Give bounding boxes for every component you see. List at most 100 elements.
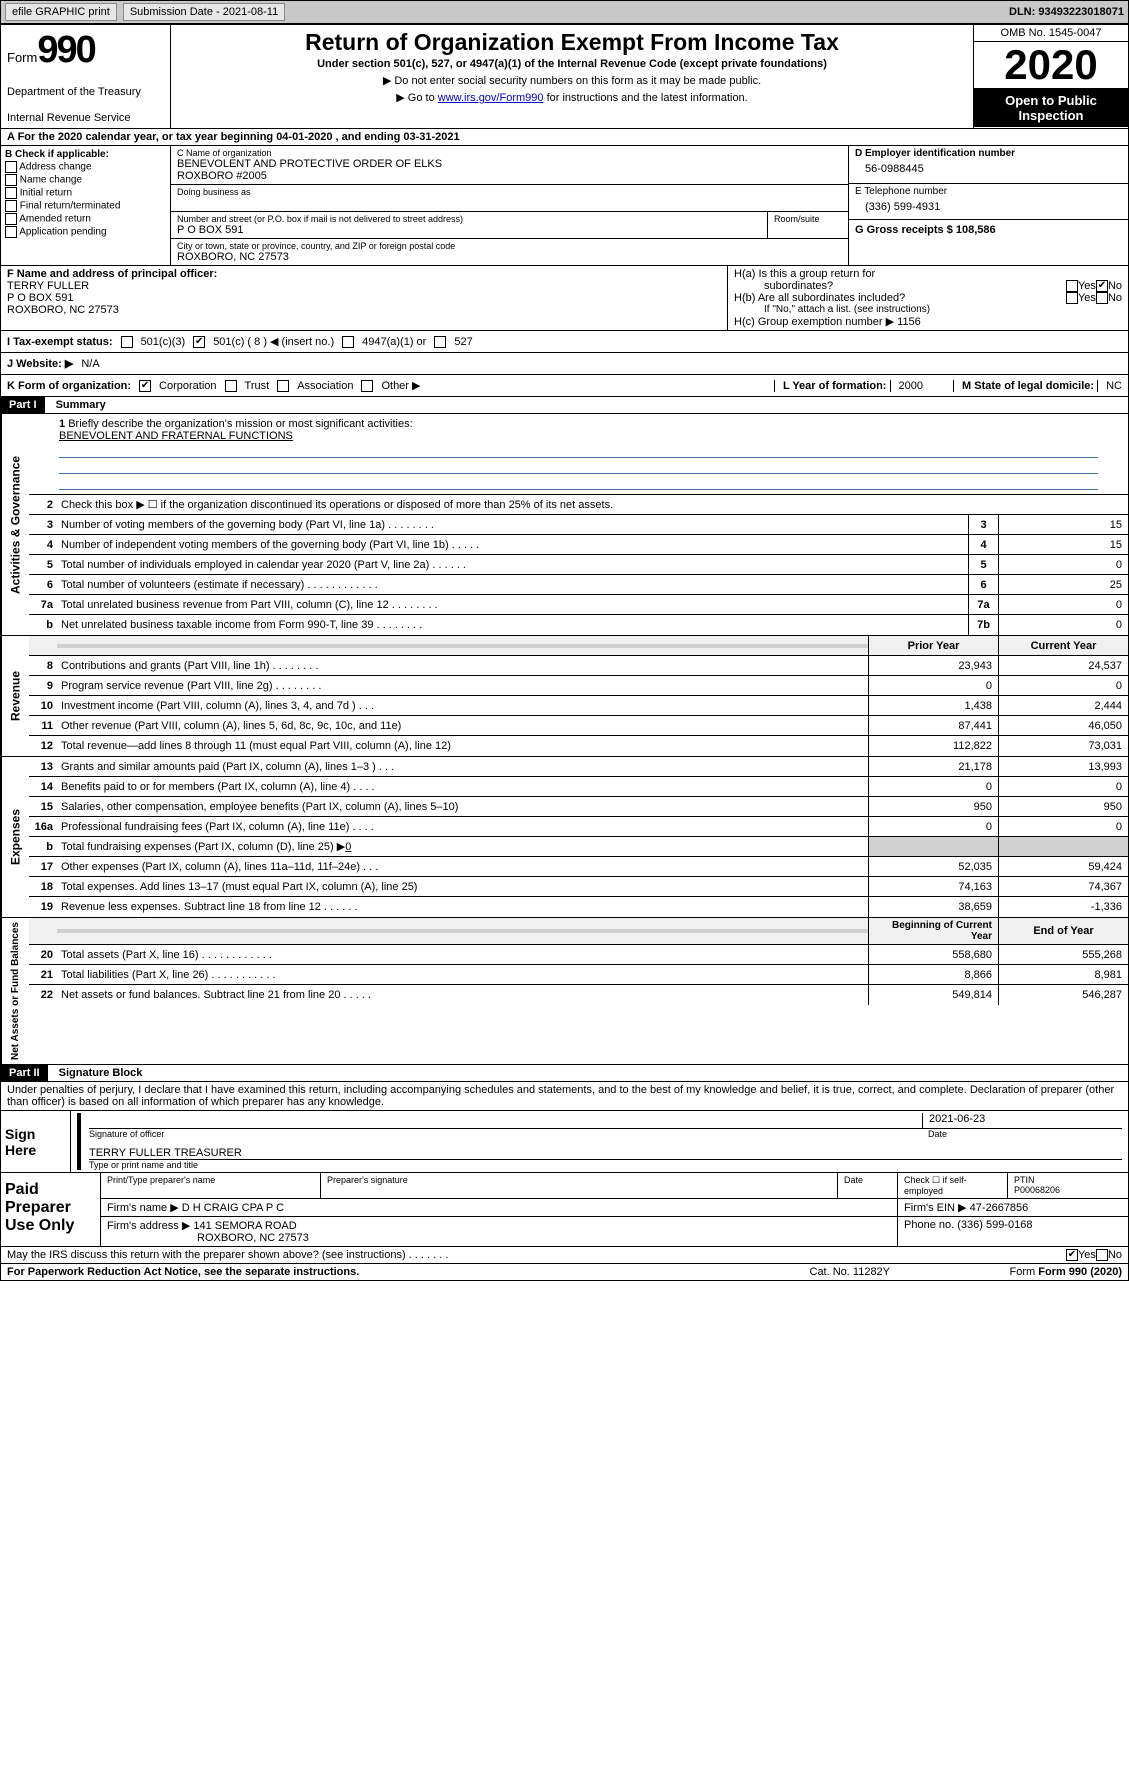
cb-final[interactable] <box>5 200 17 212</box>
tax-exempt-row: I Tax-exempt status: 501(c)(3) 501(c) ( … <box>1 331 1128 353</box>
c14: 0 <box>998 777 1128 796</box>
efile-btn[interactable]: efile GRAPHIC print <box>5 3 117 21</box>
cb-501c[interactable] <box>193 336 205 348</box>
c18: 74,367 <box>998 877 1128 896</box>
p13: 21,178 <box>868 757 998 776</box>
cb-other[interactable] <box>361 380 373 392</box>
cb-discuss-no[interactable] <box>1096 1249 1108 1261</box>
v4: 15 <box>998 535 1128 554</box>
cb-address[interactable] <box>5 161 17 173</box>
p9: 0 <box>868 676 998 695</box>
c8: 24,537 <box>998 656 1128 675</box>
c9: 0 <box>998 676 1128 695</box>
cb-527[interactable] <box>434 336 446 348</box>
p17: 52,035 <box>868 857 998 876</box>
p20: 558,680 <box>868 945 998 964</box>
year-formation: 2000 <box>890 380 923 392</box>
v3: 15 <box>998 515 1128 534</box>
part-i-header: Part I Summary <box>1 397 1128 414</box>
c11: 46,050 <box>998 716 1128 735</box>
paid-preparer-label: Paid Preparer Use Only <box>1 1173 101 1246</box>
form-title: Return of Organization Exempt From Incom… <box>179 29 965 56</box>
firm-addr2: ROXBORO, NC 27573 <box>107 1232 891 1244</box>
c15: 950 <box>998 797 1128 816</box>
dba-label: Doing business as <box>177 187 842 197</box>
ptin-value: P00068206 <box>1014 1185 1122 1195</box>
tel-label: E Telephone number <box>855 186 1122 197</box>
v7b: 0 <box>998 615 1128 635</box>
ein-value: 56-0988445 <box>849 161 1128 183</box>
form-header: Form990 Department of the Treasury Inter… <box>1 25 1128 129</box>
p18: 74,163 <box>868 877 998 896</box>
sig-date: 2021-06-23 <box>922 1113 1122 1128</box>
c21: 8,981 <box>998 965 1128 984</box>
fh-row: F Name and address of principal officer:… <box>1 266 1128 331</box>
org-name-1: BENEVOLENT AND PROTECTIVE ORDER OF ELKS <box>177 158 842 170</box>
domicile-state: NC <box>1097 380 1122 392</box>
c19: -1,336 <box>998 897 1128 917</box>
cb-initial[interactable] <box>5 187 17 199</box>
org-info-grid: B Check if applicable: Address change Na… <box>1 146 1128 266</box>
p12: 112,822 <box>868 736 998 756</box>
c17: 59,424 <box>998 857 1128 876</box>
cb-trust[interactable] <box>225 380 237 392</box>
p22: 549,814 <box>868 985 998 1005</box>
cb-501c3[interactable] <box>121 336 133 348</box>
top-bar: efile GRAPHIC print Submission Date - 20… <box>0 0 1129 24</box>
hint-1: ▶ Do not enter social security numbers o… <box>179 74 965 87</box>
pra-notice: For Paperwork Reduction Act Notice, see … <box>7 1266 810 1278</box>
officer-addr2: ROXBORO, NC 27573 <box>7 304 721 316</box>
cb-assoc[interactable] <box>277 380 289 392</box>
c10: 2,444 <box>998 696 1128 715</box>
form-label: Form <box>7 50 37 65</box>
irs-label: Internal Revenue Service <box>7 112 164 124</box>
group-exemption: 1156 <box>897 316 921 328</box>
v7a: 0 <box>998 595 1128 614</box>
cb-hb-yes[interactable] <box>1066 292 1078 304</box>
side-net-assets: Net Assets or Fund Balances <box>1 918 29 1064</box>
p16a: 0 <box>868 817 998 836</box>
dln-text: DLN: 93493223018071 <box>1009 6 1124 18</box>
c22: 546,287 <box>998 985 1128 1005</box>
hint-2: ▶ Go to www.irs.gov/Form990 for instruct… <box>179 91 965 104</box>
ein-label: D Employer identification number <box>849 146 1128 161</box>
v6: 25 <box>998 575 1128 594</box>
firm-ein: 47-2667856 <box>970 1202 1029 1214</box>
c20: 555,268 <box>998 945 1128 964</box>
side-activities: Activities & Governance <box>1 414 29 635</box>
cb-4947[interactable] <box>342 336 354 348</box>
org-name-2: ROXBORO #2005 <box>177 170 842 182</box>
instructions-link[interactable]: www.irs.gov/Form990 <box>438 92 544 104</box>
cb-app[interactable] <box>5 226 17 238</box>
c12: 73,031 <box>998 736 1128 756</box>
check-if-applicable: B Check if applicable: Address change Na… <box>1 146 171 265</box>
cb-discuss-yes[interactable] <box>1066 1249 1078 1261</box>
p8: 23,943 <box>868 656 998 675</box>
penalties-text: Under penalties of perjury, I declare th… <box>1 1082 1128 1111</box>
cb-hb-no[interactable] <box>1096 292 1108 304</box>
cb-name[interactable] <box>5 174 17 186</box>
calendar-year-row: A For the 2020 calendar year, or tax yea… <box>1 129 1128 146</box>
cb-ha-no[interactable] <box>1096 280 1108 292</box>
city-label: City or town, state or province, country… <box>177 241 842 251</box>
mission-text: BENEVOLENT AND FRATERNAL FUNCTIONS <box>59 430 1098 442</box>
tel-value: (336) 599-4931 <box>855 197 1122 217</box>
form-footer: Form Form 990 (2020) <box>1010 1266 1123 1278</box>
tax-year: 2020 <box>974 42 1128 89</box>
discuss-text: May the IRS discuss this return with the… <box>7 1249 1066 1261</box>
side-revenue: Revenue <box>1 636 29 756</box>
p10: 1,438 <box>868 696 998 715</box>
website-row: J Website: ▶ N/A <box>1 353 1128 375</box>
p19: 38,659 <box>868 897 998 917</box>
org-city: ROXBORO, NC 27573 <box>177 251 842 263</box>
firm-phone: (336) 599-0168 <box>957 1219 1032 1231</box>
cb-corp[interactable] <box>139 380 151 392</box>
cb-ha-yes[interactable] <box>1066 280 1078 292</box>
v5: 0 <box>998 555 1128 574</box>
submission-btn[interactable]: Submission Date - 2021-08-11 <box>123 3 285 21</box>
form-subtitle: Under section 501(c), 527, or 4947(a)(1)… <box>179 58 965 70</box>
addr-label: Number and street (or P.O. box if mail i… <box>177 214 761 224</box>
name-label: C Name of organization <box>177 148 842 158</box>
p15: 950 <box>868 797 998 816</box>
cb-amended[interactable] <box>5 213 17 225</box>
